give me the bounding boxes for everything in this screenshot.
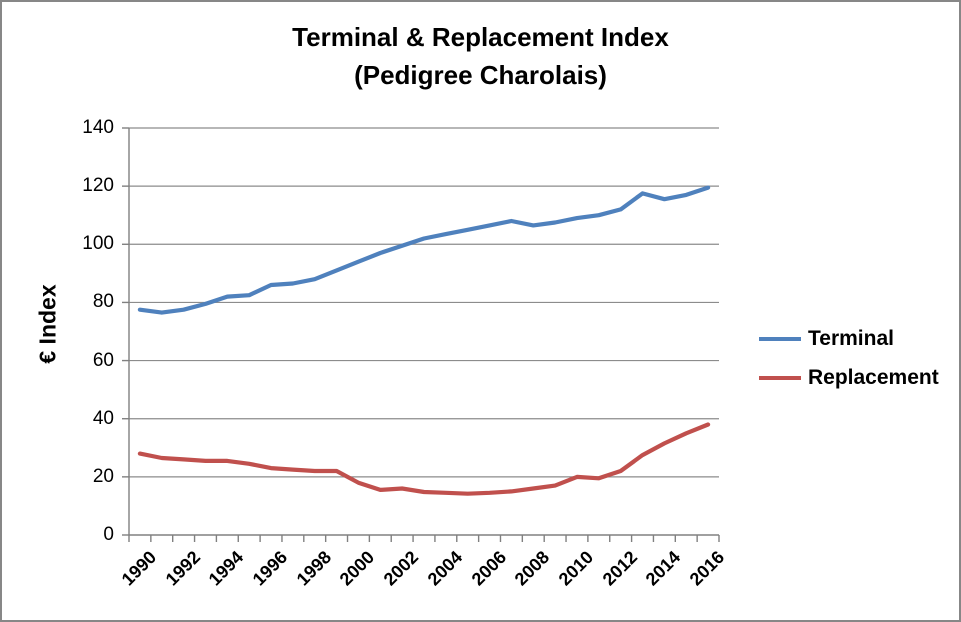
y-tick-label: 140 <box>82 117 114 138</box>
legend: Terminal Replacement <box>759 327 939 405</box>
legend-label-terminal: Terminal <box>808 327 894 350</box>
replacement-series-line <box>137 422 711 496</box>
legend-label-replacement: Replacement <box>808 366 939 389</box>
y-tick-label: 80 <box>92 291 114 313</box>
y-tick-label: 20 <box>92 465 114 487</box>
legend-item-terminal: Terminal <box>759 327 939 351</box>
legend-item-replacement: Replacement <box>759 366 939 390</box>
replacement-series-swatch <box>759 376 801 380</box>
y-tick-label: 0 <box>103 524 114 545</box>
chart-title-line1: Terminal & Replacement Index <box>292 22 669 52</box>
y-tick-label: 40 <box>92 407 114 429</box>
chart-title-line2: (Pedigree Charolais) <box>354 60 607 90</box>
chart-title: Terminal & Replacement Index (Pedigree C… <box>2 18 959 94</box>
y-tick-label: 60 <box>92 349 114 371</box>
y-tick-label: 120 <box>82 175 114 197</box>
terminal-series-swatch <box>759 337 801 341</box>
terminal-series-line <box>137 185 711 315</box>
y-tick-label: 100 <box>82 233 114 255</box>
